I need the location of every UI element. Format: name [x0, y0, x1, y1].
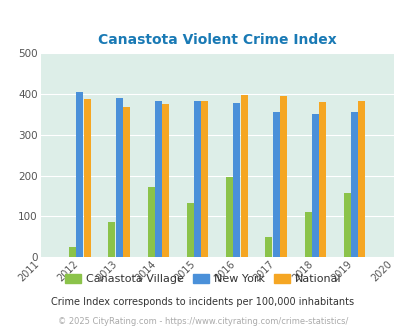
- Bar: [194, 102, 200, 257]
- Bar: [264, 237, 272, 257]
- Bar: [358, 102, 364, 257]
- Text: © 2025 CityRating.com - https://www.cityrating.com/crime-statistics/: © 2025 CityRating.com - https://www.city…: [58, 317, 347, 326]
- Bar: [240, 95, 247, 257]
- Text: Crime Index corresponds to incidents per 100,000 inhabitants: Crime Index corresponds to incidents per…: [51, 297, 354, 307]
- Bar: [186, 203, 193, 257]
- Bar: [76, 92, 83, 257]
- Bar: [343, 193, 350, 257]
- Bar: [69, 247, 76, 257]
- Bar: [147, 187, 154, 257]
- Bar: [279, 96, 286, 257]
- Title: Canastota Violent Crime Index: Canastota Violent Crime Index: [98, 33, 336, 48]
- Bar: [311, 114, 318, 257]
- Bar: [226, 177, 232, 257]
- Bar: [123, 107, 130, 257]
- Bar: [233, 103, 240, 257]
- Bar: [108, 222, 115, 257]
- Bar: [83, 99, 90, 257]
- Bar: [201, 101, 208, 257]
- Bar: [162, 104, 169, 257]
- Bar: [154, 101, 162, 257]
- Bar: [350, 112, 357, 257]
- Legend: Canastota Village, New York, National: Canastota Village, New York, National: [60, 270, 345, 289]
- Bar: [272, 112, 279, 257]
- Bar: [304, 212, 311, 257]
- Bar: [115, 98, 122, 257]
- Bar: [318, 102, 325, 257]
